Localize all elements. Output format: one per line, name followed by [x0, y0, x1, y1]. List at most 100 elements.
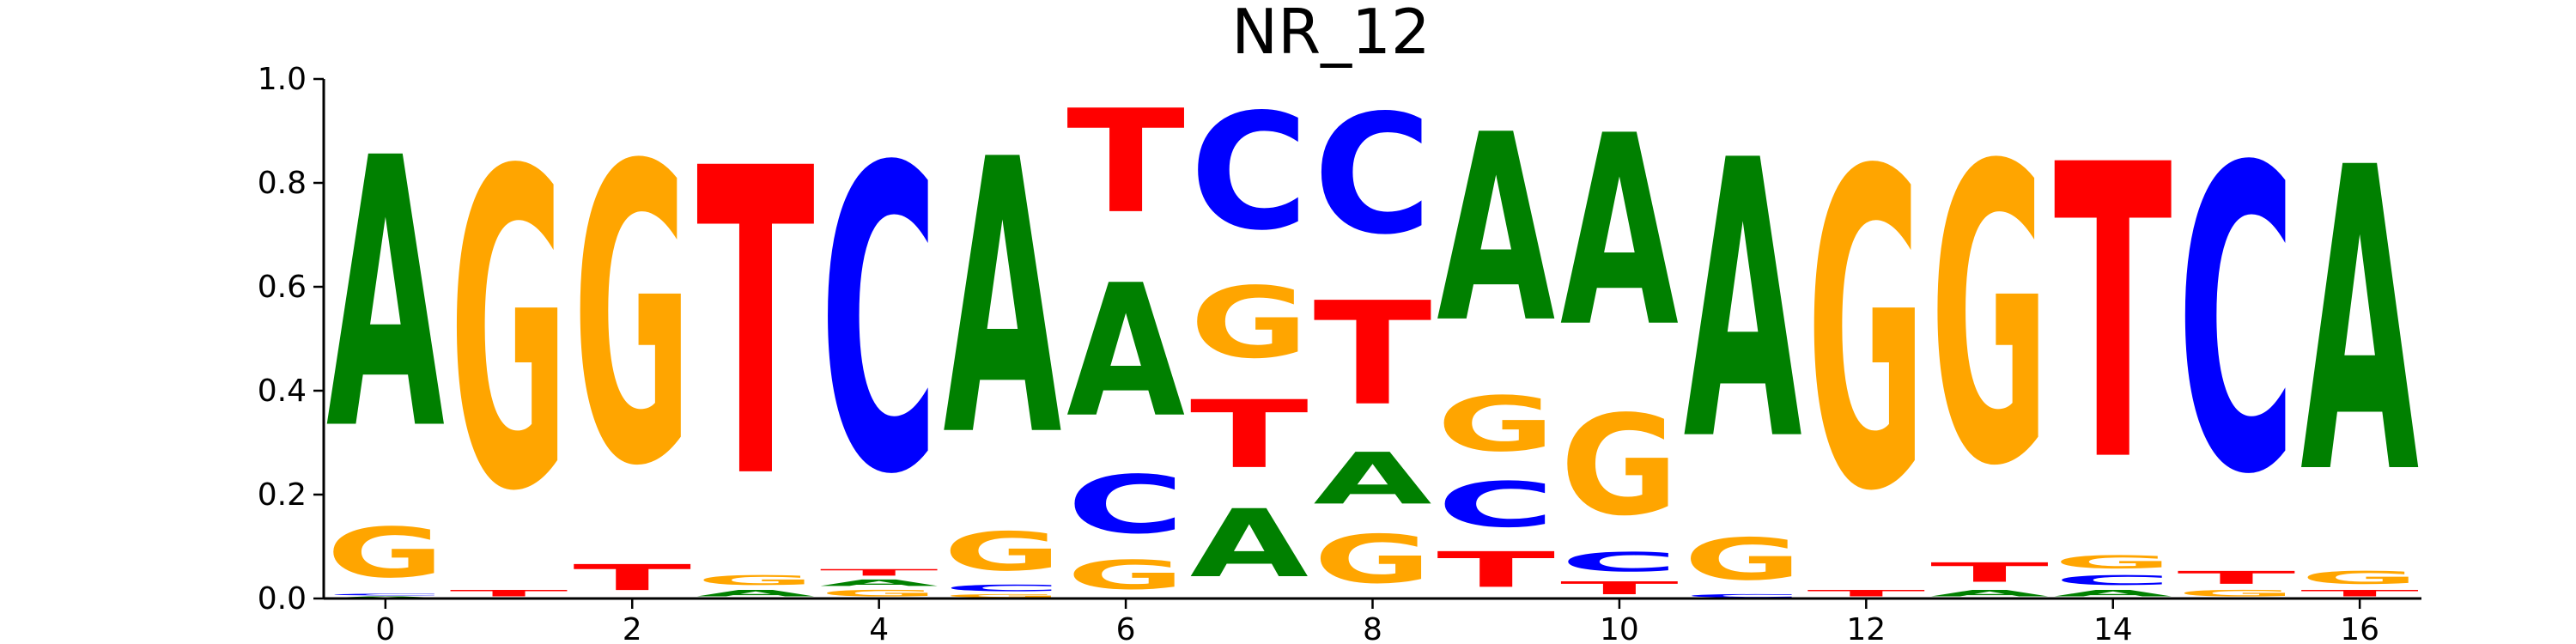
- logo-letter-A-pos10: A: [1560, 79, 1679, 384]
- chart-title: NR_12: [1231, 0, 1431, 68]
- logo-letter-A-pos5: A: [943, 81, 1062, 519]
- logo-letter-A-pos14: A: [2054, 588, 2172, 598]
- svg-text:G: G: [450, 82, 568, 587]
- logo-letter-G-pos4: G: [820, 588, 939, 598]
- svg-text:G: G: [1437, 380, 1555, 468]
- logo-letter-A-pos9: A: [1437, 81, 1555, 380]
- logo-letter-G-pos12: G: [1807, 82, 1925, 587]
- x-tick-label: 0: [375, 612, 395, 644]
- svg-text:G: G: [943, 593, 1061, 598]
- svg-text:T: T: [450, 588, 568, 598]
- x-tick-label: 16: [2340, 612, 2379, 644]
- logo-letter-T-pos3: T: [696, 79, 816, 571]
- logo-letter-G-pos3: G: [696, 573, 815, 588]
- logo-letter-G-pos14: G: [2054, 552, 2172, 573]
- svg-text:C: C: [1066, 459, 1185, 552]
- logo-letter-G-pos5: G: [943, 593, 1061, 598]
- axes: 0.0 0.2 0.4 0.6 0.8 1.0 0 2 4 6 8 10 12 14 16: [258, 62, 2421, 644]
- y-tick-label: 0.0: [258, 581, 307, 617]
- logo-letter-C-pos5: C: [943, 583, 1061, 593]
- svg-text:A: A: [2054, 588, 2172, 598]
- logo-letter-C-pos15: C: [2177, 80, 2295, 566]
- logo-letter-T-pos4: T: [820, 568, 939, 578]
- logo-letter-C-pos14: C: [2054, 573, 2172, 588]
- svg-text:A: A: [696, 588, 815, 598]
- svg-text:G: G: [2300, 568, 2419, 588]
- svg-text:G: G: [1930, 81, 2049, 556]
- logo-letter-A-pos13: A: [1930, 588, 2049, 598]
- svg-text:C: C: [2177, 80, 2295, 566]
- svg-text:T: T: [2177, 568, 2295, 588]
- svg-text:A: A: [820, 578, 939, 588]
- svg-text:T: T: [820, 568, 939, 578]
- logo-letter-T-pos14: T: [2054, 81, 2173, 550]
- svg-text:T: T: [1314, 272, 1432, 438]
- svg-text:A: A: [1560, 79, 1679, 384]
- logo-letter-A-pos7: A: [1190, 489, 1309, 598]
- x-tick-label: 10: [1600, 612, 1639, 644]
- y-tick-label: 0.6: [258, 270, 307, 305]
- svg-text:T: T: [1066, 80, 1185, 246]
- svg-text:C: C: [1314, 79, 1432, 270]
- svg-text:C: C: [1560, 547, 1679, 578]
- logo-letter-A-pos16: A: [2300, 81, 2420, 567]
- y-tick-label: 0.4: [258, 374, 307, 409]
- svg-text:G: G: [1807, 82, 1925, 587]
- logo-letter-C-pos8: C: [1314, 79, 1432, 270]
- logo-letter-T-pos8: T: [1314, 272, 1432, 438]
- logo-letter-G-pos1: G: [450, 82, 568, 587]
- logo-letter-A-pos0: A: [326, 596, 445, 598]
- logo-letter-G-pos8: G: [1314, 521, 1432, 598]
- logo-letter-T-pos1: T: [450, 588, 568, 598]
- logo-letter-G-pos10: G: [1560, 386, 1679, 546]
- logo-letter-C-pos9: C: [1437, 469, 1555, 541]
- svg-text:C: C: [1437, 469, 1555, 541]
- x-tick-label: 8: [1363, 612, 1382, 644]
- svg-text:C: C: [943, 583, 1061, 593]
- y-tick-label: 0.8: [258, 166, 307, 201]
- logo-letter-G-pos6: G: [1066, 552, 1185, 598]
- logo-letter-T-pos12: T: [1807, 588, 1925, 598]
- svg-text:T: T: [1560, 578, 1679, 598]
- svg-text:G: G: [943, 520, 1061, 582]
- logo-letter-G-pos7: G: [1190, 266, 1309, 380]
- logo-letter-T-pos7: T: [1190, 381, 1309, 489]
- svg-text:A: A: [326, 596, 445, 598]
- logo-letter-T-pos13: T: [1930, 557, 2049, 588]
- svg-text:A: A: [1930, 588, 2049, 598]
- svg-text:G: G: [1684, 526, 1802, 593]
- svg-text:G: G: [1066, 552, 1185, 598]
- svg-text:A: A: [1066, 246, 1185, 459]
- logo-letter-G-pos13: G: [1930, 81, 2049, 556]
- svg-text:A: A: [326, 79, 446, 511]
- logo-letter-C-pos0: C: [326, 593, 445, 596]
- logo-letter-C-pos4: C: [820, 80, 939, 566]
- svg-text:G: G: [2054, 552, 2172, 573]
- logo-letter-C-pos7: C: [1190, 80, 1309, 266]
- svg-text:A: A: [1314, 438, 1432, 520]
- logo-letter-T-pos16: T: [2300, 588, 2419, 598]
- svg-text:T: T: [1807, 588, 1925, 598]
- logo-letter-G-pos5: G: [943, 520, 1061, 582]
- x-tick-label: 4: [869, 612, 889, 644]
- logo-letter-T-pos10: T: [1560, 578, 1679, 598]
- svg-text:G: G: [2177, 588, 2295, 598]
- logo-letter-G-pos15: G: [2177, 588, 2295, 598]
- logo-letter-T-pos15: T: [2177, 568, 2295, 588]
- svg-text:C: C: [1684, 593, 1802, 598]
- svg-text:A: A: [1190, 489, 1309, 598]
- svg-text:C: C: [2054, 573, 2172, 588]
- svg-text:G: G: [326, 513, 445, 593]
- svg-text:T: T: [573, 557, 691, 598]
- logo-letter-T-pos6: T: [1066, 80, 1185, 246]
- svg-text:G: G: [820, 588, 939, 598]
- y-tick-label: 0.2: [258, 477, 307, 513]
- logo-letter-A-pos3: A: [696, 588, 815, 598]
- svg-text:C: C: [326, 593, 445, 596]
- svg-text:G: G: [696, 573, 815, 588]
- svg-text:T: T: [1437, 542, 1555, 598]
- logo-letter-T-pos2: T: [573, 557, 691, 598]
- logo-letter-G-pos11: G: [1684, 526, 1802, 593]
